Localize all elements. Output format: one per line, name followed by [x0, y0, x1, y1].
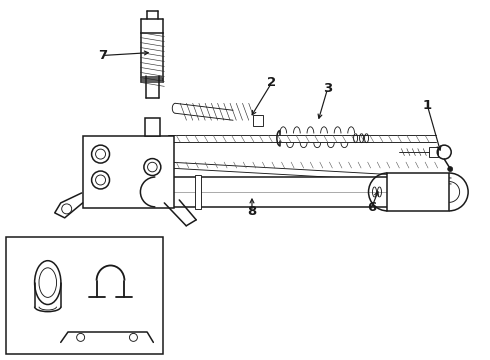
Text: 1: 1 [423, 99, 432, 112]
Bar [142, 76, 163, 77]
Bar [142, 81, 163, 82]
Text: 3: 3 [323, 82, 332, 95]
Circle shape [448, 167, 453, 171]
Text: 7: 7 [98, 49, 107, 62]
Bar [155, 177, 415, 207]
Bar [388, 173, 449, 211]
Text: 4: 4 [98, 323, 107, 336]
Bar [195, 175, 201, 209]
Bar [142, 80, 163, 81]
Bar [145, 118, 160, 136]
Bar [6, 237, 163, 354]
Text: 5: 5 [28, 271, 37, 284]
Bar [429, 147, 438, 157]
Bar [83, 136, 174, 208]
Bar [253, 115, 263, 126]
Text: 2: 2 [268, 76, 276, 89]
Text: 8: 8 [247, 205, 257, 219]
Text: 6: 6 [367, 201, 376, 215]
